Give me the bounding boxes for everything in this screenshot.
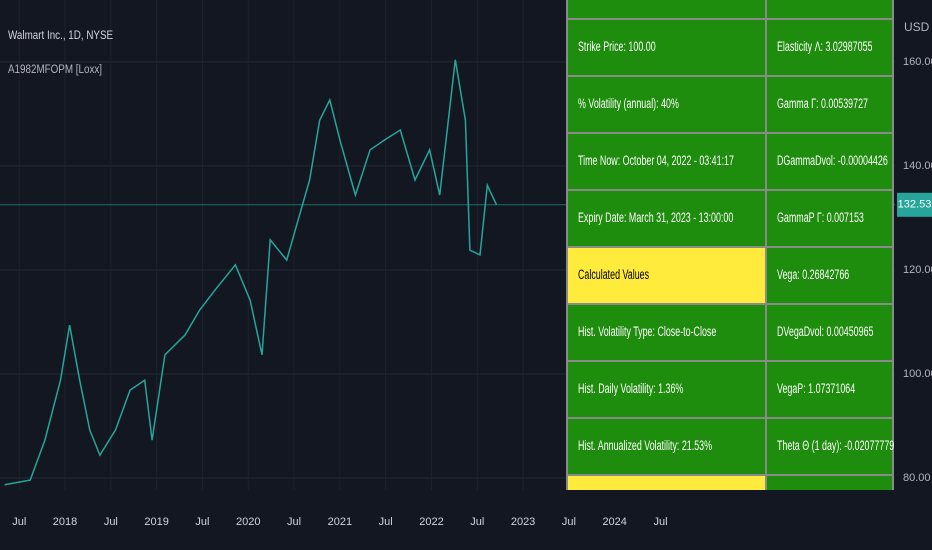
x-tick-label: Jul (653, 516, 667, 528)
y-tick-label: 100.00 (903, 368, 932, 380)
y-tick-label: 140.00 (903, 160, 932, 172)
symbol: Walmart Inc., 1D, NYSE (8, 29, 113, 42)
axes: 80.00 100.00 120.00 140.00 160.00 Jul 2018 Jul 2… (12, 56, 932, 528)
table-cell (566, 360, 767, 419)
cell-text: Calculated Values (578, 268, 649, 282)
cell-text: Strike Price: 100.00 (578, 40, 656, 54)
cell-text: Expiry Date: March 31, 2023 - 13:00:00 (578, 211, 733, 225)
table-cell (765, 417, 894, 476)
table-cell (566, 474, 767, 490)
x-tick-label: 2019 (144, 516, 168, 528)
x-tick-label: 2022 (419, 516, 443, 528)
x-tick-label: Jul (562, 516, 576, 528)
x-tick-label: 2020 (236, 516, 260, 528)
y-tick-label: 120.00 (903, 264, 932, 276)
x-tick-label: 2021 (328, 516, 352, 528)
last-price-label: 132.53 (898, 199, 932, 211)
table-cell (765, 246, 894, 305)
table-cell (765, 75, 894, 134)
cell-text: GammaP Γ: 0.007153 (777, 211, 864, 225)
cell-text: Gamma Γ: 0.00539727 (777, 97, 868, 111)
cell-text: Elasticity Λ: 3.02987055 (777, 40, 872, 54)
x-tick-label: 2024 (602, 516, 626, 528)
table-cell (566, 0, 767, 20)
price-line (4, 59, 498, 486)
table-cell (566, 417, 767, 476)
cell-text: Hist. Annualized Volatility: 21.53% (578, 439, 712, 453)
cell-text: % Volatility (annual): 40% (578, 97, 679, 111)
table-cell (765, 360, 894, 419)
cell-text: Hist. Daily Volatility: 1.36% (578, 382, 683, 396)
cell-text: Theta Θ (1 day): -0.02077779 (777, 439, 894, 453)
x-tick-label: Jul (287, 516, 301, 528)
cell-text: Hist. Volatility Type: Close-to-Close (578, 325, 716, 339)
table-cell (765, 474, 894, 490)
table-cell (765, 0, 894, 20)
y-tick-label: 160.00 (903, 56, 932, 68)
y-tick-label: 80.00 (903, 472, 931, 484)
x-tick-label: Jul (104, 516, 118, 528)
x-tick-label: 2023 (511, 516, 535, 528)
cell-text: Time Now: October 04, 2022 - 03:41:17 (578, 154, 734, 168)
table-cell (566, 18, 767, 77)
currency: USD (904, 20, 930, 34)
cell-text: VegaP: 1.07371064 (777, 382, 856, 396)
x-tick-label: Jul (12, 516, 26, 528)
table: Spot Price: 132.53Delta Δ: 0.64256Strike… (566, 0, 894, 490)
cell-text: DGammaDvol: -0.00004426 (777, 154, 888, 168)
table-cell (765, 303, 894, 362)
x-tick-label: Jul (195, 516, 209, 528)
last-price-box (897, 192, 932, 217)
table-cell (566, 132, 767, 191)
cell-text: DVegaDvol: 0.00450965 (777, 325, 873, 339)
cell-text: Vega: 0.26842766 (777, 268, 849, 282)
x-tick-label: 2018 (53, 516, 77, 528)
indicator: A1982MFOPM [Loxx] (8, 63, 102, 76)
x-tick-label: Jul (470, 516, 484, 528)
x-tick-label: Jul (379, 516, 393, 528)
